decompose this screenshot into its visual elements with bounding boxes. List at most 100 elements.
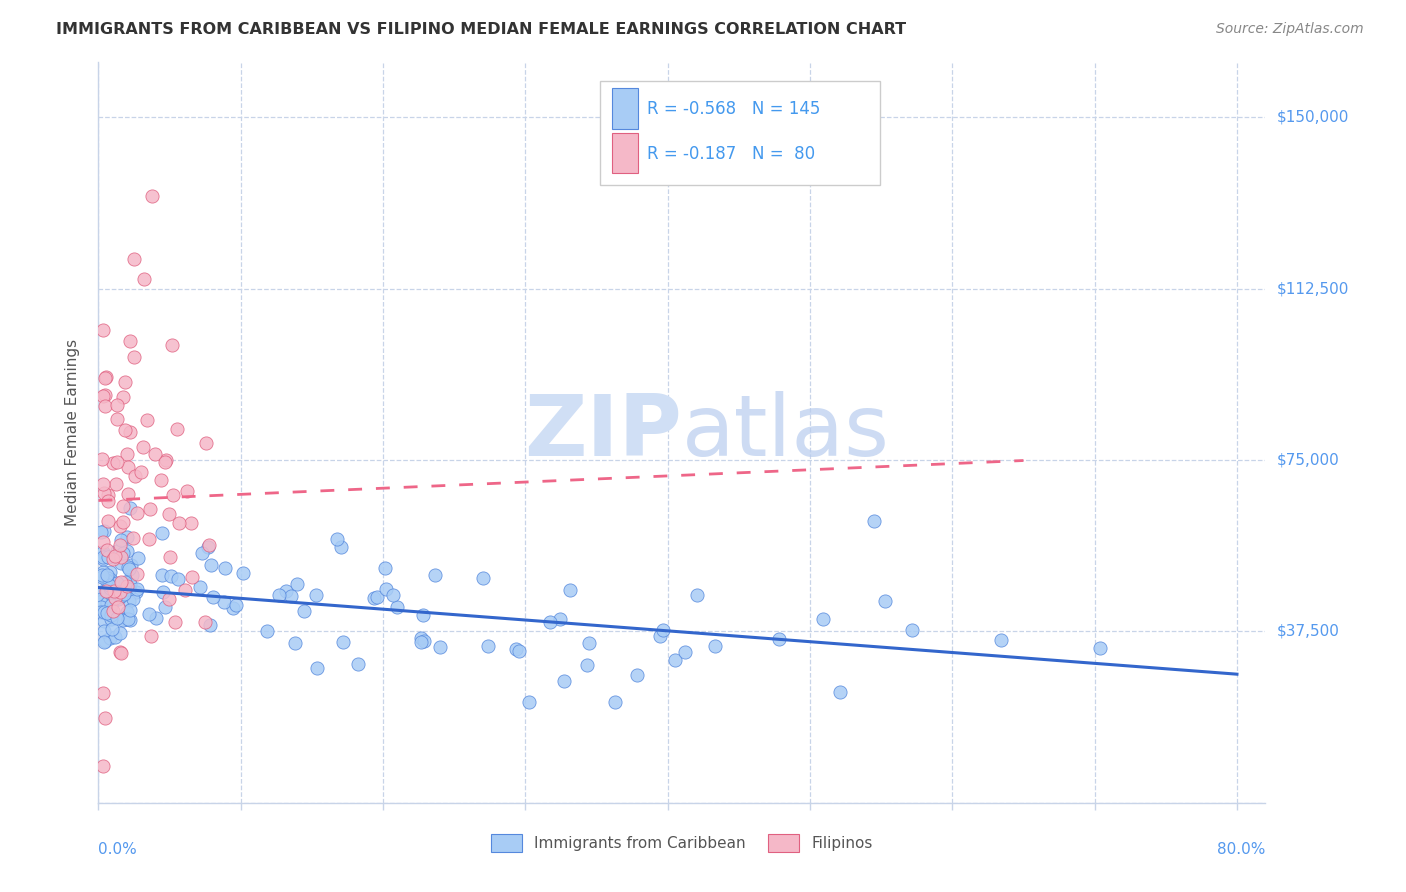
Point bbox=[117, 560, 139, 574]
Point bbox=[280, 589, 302, 603]
Point bbox=[122, 531, 145, 545]
Point bbox=[197, 538, 219, 552]
Point bbox=[101, 456, 124, 470]
Point bbox=[97, 514, 120, 528]
Text: $75,000: $75,000 bbox=[1277, 452, 1340, 467]
Point bbox=[96, 567, 118, 582]
Point bbox=[256, 624, 278, 639]
Point bbox=[104, 630, 127, 644]
Point bbox=[232, 566, 254, 580]
Point bbox=[90, 605, 112, 619]
Point bbox=[214, 561, 236, 575]
Point bbox=[90, 570, 112, 584]
Text: ZIP: ZIP bbox=[524, 391, 682, 475]
Point bbox=[129, 465, 152, 479]
Point bbox=[98, 565, 121, 579]
Point bbox=[100, 587, 122, 601]
Point bbox=[105, 544, 128, 558]
Text: atlas: atlas bbox=[682, 391, 890, 475]
Point bbox=[93, 399, 115, 413]
Point bbox=[105, 412, 128, 426]
Point bbox=[100, 598, 122, 612]
Point bbox=[578, 635, 600, 649]
Point bbox=[108, 645, 131, 659]
Point bbox=[548, 612, 571, 626]
Point bbox=[122, 350, 145, 364]
Point bbox=[381, 588, 404, 602]
Point bbox=[91, 593, 114, 607]
Point bbox=[118, 334, 141, 348]
Point bbox=[120, 558, 142, 572]
Point bbox=[104, 549, 127, 563]
Point bbox=[125, 582, 148, 596]
Point bbox=[326, 532, 349, 546]
Point bbox=[107, 600, 129, 615]
Point bbox=[862, 514, 884, 528]
Point bbox=[112, 390, 135, 404]
Point bbox=[374, 561, 396, 575]
Point bbox=[120, 425, 142, 439]
Point bbox=[117, 460, 139, 475]
Point bbox=[163, 615, 186, 629]
Point bbox=[423, 567, 446, 582]
Point bbox=[96, 571, 118, 585]
Point bbox=[149, 473, 172, 487]
Point bbox=[374, 582, 396, 596]
Point bbox=[97, 550, 120, 565]
Point bbox=[111, 515, 134, 529]
Point bbox=[284, 636, 307, 650]
Point bbox=[664, 653, 686, 667]
Point bbox=[98, 572, 121, 586]
Point bbox=[285, 577, 308, 591]
Point bbox=[115, 579, 138, 593]
Point bbox=[98, 581, 121, 595]
Point bbox=[274, 584, 297, 599]
Point bbox=[194, 435, 217, 450]
Point bbox=[648, 629, 671, 643]
Point bbox=[100, 612, 122, 626]
Point bbox=[118, 614, 141, 628]
Point bbox=[112, 587, 135, 601]
Point bbox=[160, 568, 183, 582]
Point bbox=[91, 476, 114, 491]
Point bbox=[200, 558, 222, 573]
Point bbox=[675, 645, 697, 659]
Point bbox=[155, 452, 177, 467]
Point bbox=[125, 506, 148, 520]
Point bbox=[366, 590, 388, 604]
Point bbox=[90, 600, 112, 615]
Point bbox=[122, 591, 145, 606]
Point bbox=[292, 604, 315, 618]
Point bbox=[124, 468, 146, 483]
Point bbox=[132, 272, 155, 286]
Point bbox=[96, 606, 118, 620]
Point bbox=[105, 455, 128, 469]
Point bbox=[96, 549, 118, 563]
Point bbox=[190, 546, 212, 560]
Point bbox=[90, 524, 112, 539]
Point bbox=[110, 589, 132, 603]
Point bbox=[97, 494, 120, 508]
Point bbox=[120, 602, 142, 616]
Point bbox=[111, 499, 134, 513]
Point bbox=[132, 440, 155, 454]
Point bbox=[94, 370, 117, 384]
Text: 80.0%: 80.0% bbox=[1218, 842, 1265, 856]
Point bbox=[94, 634, 117, 648]
Point bbox=[139, 629, 162, 643]
Point bbox=[93, 615, 115, 629]
Point bbox=[157, 591, 180, 606]
Point bbox=[91, 535, 114, 549]
Point bbox=[91, 568, 114, 582]
Point bbox=[538, 615, 561, 629]
Point bbox=[575, 657, 598, 672]
Point bbox=[93, 605, 115, 619]
Point bbox=[110, 533, 132, 547]
Point bbox=[91, 452, 114, 467]
Point bbox=[508, 644, 530, 658]
Point bbox=[101, 549, 124, 564]
Point bbox=[429, 640, 451, 654]
Point bbox=[136, 413, 159, 427]
Point bbox=[110, 550, 132, 565]
Point bbox=[101, 552, 124, 566]
